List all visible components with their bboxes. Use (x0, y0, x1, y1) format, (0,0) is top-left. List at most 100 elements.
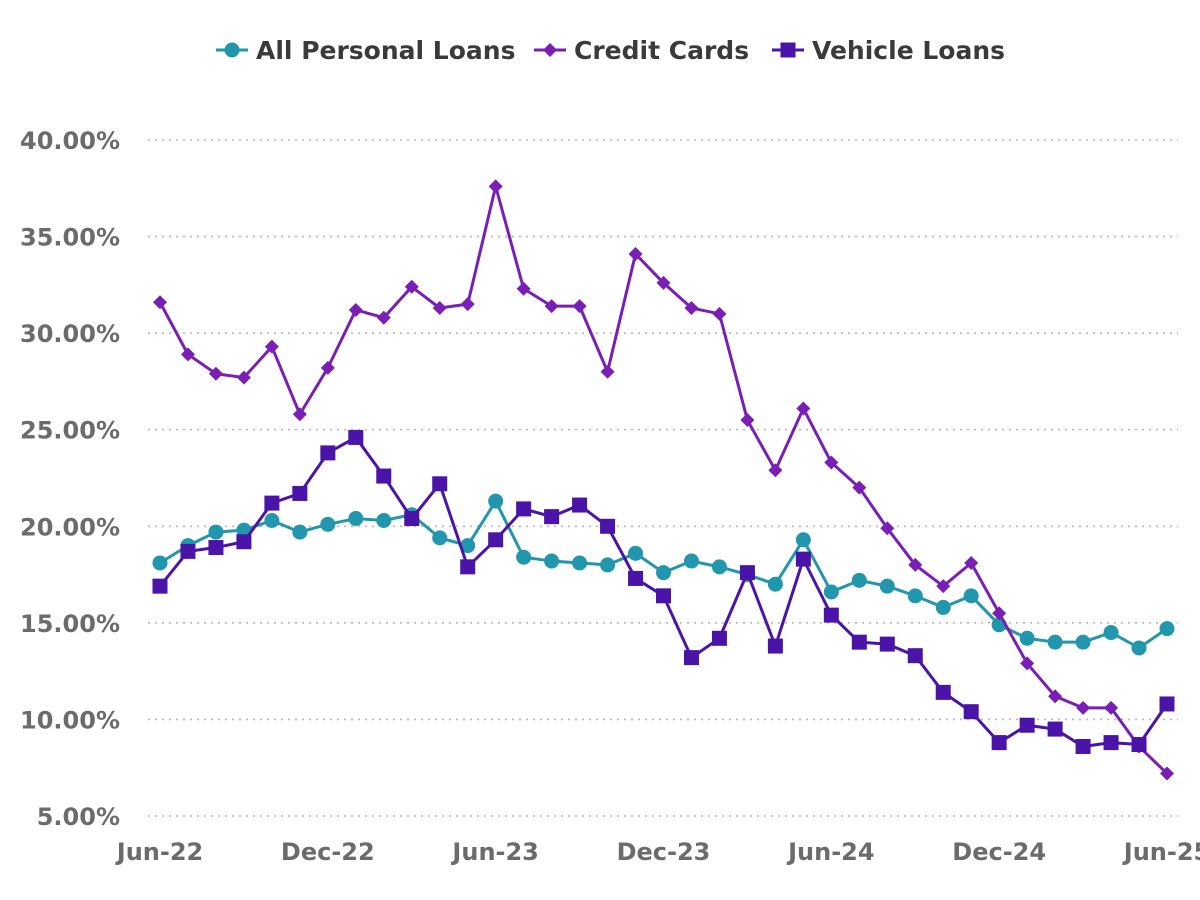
data-point-vehicle-loans (292, 485, 308, 501)
data-point-vehicle-loans (320, 445, 336, 461)
data-point-credit-cards (460, 297, 475, 312)
data-point-vehicle-loans (1159, 696, 1175, 712)
data-point-credit-cards (153, 295, 167, 310)
data-point-credit-cards (964, 555, 979, 570)
data-point-all-personal-loans (460, 538, 476, 554)
legend-label: Credit Cards (574, 36, 749, 65)
data-point-all-personal-loans (488, 493, 504, 509)
y-tick-label: 5.00% (37, 803, 120, 831)
data-point-credit-cards (880, 521, 895, 536)
data-point-all-personal-loans (1131, 640, 1147, 656)
data-point-vehicle-loans (264, 495, 280, 511)
data-point-vehicle-loans (711, 630, 727, 646)
data-point-credit-cards (628, 246, 643, 261)
legend-circle-icon (224, 42, 240, 58)
data-point-vehicle-loans (935, 684, 951, 700)
data-point-vehicle-loans (851, 634, 867, 650)
data-point-vehicle-loans (1047, 721, 1063, 737)
x-tick-label: Jun-22 (115, 838, 203, 866)
data-point-vehicle-loans (572, 497, 588, 513)
data-point-all-personal-loans (348, 511, 364, 527)
data-point-credit-cards (1160, 766, 1174, 781)
data-point-vehicle-loans (823, 607, 839, 623)
data-point-credit-cards (740, 413, 755, 428)
data-point-vehicle-loans (628, 570, 644, 586)
data-point-credit-cards (404, 279, 419, 294)
data-point-vehicle-loans (1075, 738, 1091, 754)
data-point-all-personal-loans (935, 599, 951, 615)
y-tick-label: 15.00% (20, 610, 120, 638)
y-tick-label: 40.00% (20, 127, 120, 155)
data-point-all-personal-loans (963, 588, 979, 604)
y-tick-label: 25.00% (20, 417, 120, 445)
data-point-vehicle-loans (152, 578, 168, 594)
data-point-credit-cards (348, 302, 363, 317)
data-point-all-personal-loans (236, 522, 252, 538)
y-tick-label: 35.00% (20, 224, 120, 252)
data-point-credit-cards (292, 407, 307, 422)
legend-label: Vehicle Loans (812, 36, 1005, 65)
data-point-vehicle-loans (991, 735, 1007, 751)
x-tick-label: Jun-23 (450, 838, 538, 866)
data-point-vehicle-loans (1103, 735, 1119, 751)
data-point-vehicle-loans (683, 650, 699, 666)
data-point-all-personal-loans (879, 578, 895, 594)
data-point-all-personal-loans (516, 549, 532, 565)
data-point-all-personal-loans (795, 532, 811, 548)
data-point-vehicle-loans (1019, 717, 1035, 733)
data-point-credit-cards (1104, 700, 1119, 715)
legend-item-vehicle-loans: Vehicle Loans (772, 36, 1005, 65)
series-layer (152, 179, 1175, 781)
data-point-all-personal-loans (1019, 630, 1035, 646)
data-point-credit-cards (1020, 656, 1035, 671)
legend-square-icon (780, 42, 796, 58)
data-point-vehicle-loans (879, 636, 895, 652)
data-point-all-personal-loans (1047, 634, 1063, 650)
data-point-vehicle-loans (544, 509, 560, 525)
data-point-credit-cards (712, 306, 727, 321)
data-point-credit-cards (432, 301, 447, 316)
data-point-credit-cards (264, 339, 279, 354)
x-tick-label: Jun-25 (1122, 838, 1200, 866)
data-point-vehicle-loans (236, 534, 252, 550)
data-point-credit-cards (992, 606, 1007, 621)
data-point-credit-cards (600, 364, 615, 379)
y-axis: 5.00% 10.00% 15.00% 20.00% 25.00% 30.00% 35.00… (20, 127, 120, 831)
data-point-vehicle-loans (963, 704, 979, 720)
data-point-all-personal-loans (544, 553, 560, 569)
data-point-credit-cards (1076, 700, 1091, 715)
data-point-all-personal-loans (1159, 621, 1175, 637)
data-point-credit-cards (208, 366, 223, 381)
data-point-vehicle-loans (488, 532, 504, 548)
data-point-vehicle-loans (432, 476, 448, 492)
data-point-all-personal-loans (907, 588, 923, 604)
y-tick-label: 10.00% (20, 706, 120, 734)
data-point-all-personal-loans (851, 572, 867, 588)
data-point-all-personal-loans (656, 565, 671, 581)
data-point-all-personal-loans (320, 516, 336, 532)
data-point-all-personal-loans (600, 557, 616, 573)
data-point-vehicle-loans (656, 588, 671, 604)
y-tick-label: 20.00% (20, 513, 120, 541)
data-point-vehicle-loans (795, 551, 811, 567)
data-point-all-personal-loans (628, 545, 644, 561)
data-point-all-personal-loans (208, 524, 224, 540)
data-point-credit-cards (684, 301, 699, 316)
data-point-credit-cards (320, 360, 335, 375)
data-point-credit-cards (824, 455, 839, 470)
data-point-vehicle-loans (460, 559, 476, 575)
data-point-credit-cards (376, 310, 391, 325)
legend-label: All Personal Loans (256, 36, 515, 65)
data-point-credit-cards (236, 370, 251, 385)
data-point-all-personal-loans (767, 576, 783, 592)
data-point-all-personal-loans (1103, 625, 1119, 641)
data-point-credit-cards (852, 480, 867, 495)
data-point-vehicle-loans (376, 468, 392, 484)
data-point-credit-cards (516, 281, 531, 296)
series-all-personal-loans (152, 493, 1175, 656)
data-point-vehicle-loans (516, 501, 532, 517)
data-point-all-personal-loans (376, 512, 392, 528)
data-point-credit-cards (180, 347, 195, 362)
data-point-all-personal-loans (1075, 634, 1091, 650)
